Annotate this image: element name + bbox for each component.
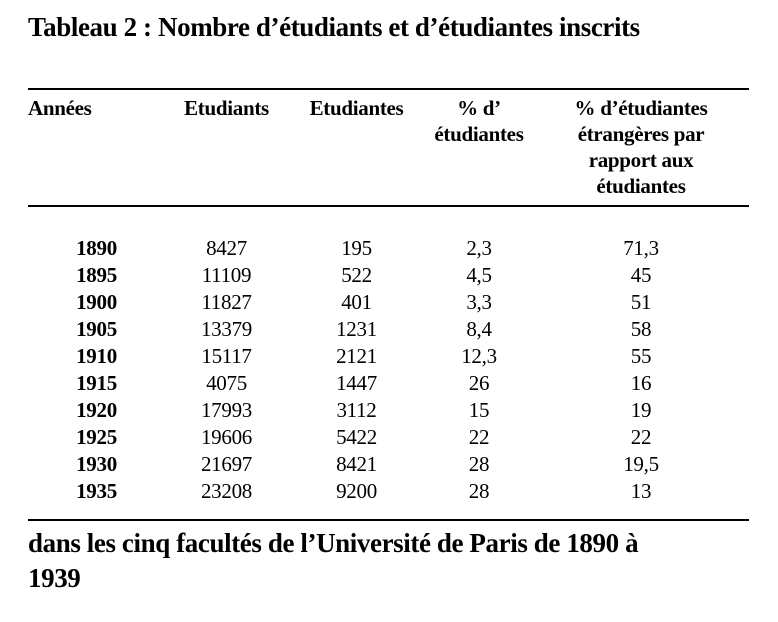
value-cell: 22 [468, 425, 490, 449]
year-cell: 1905 [76, 317, 117, 341]
value-cell: 3112 [336, 398, 377, 422]
year-cell: 1890 [76, 236, 117, 260]
value-cell: 12,3 [461, 344, 497, 368]
value-cell: 23208 [200, 479, 252, 503]
value-cell: 3,3 [466, 290, 492, 314]
column-header: Etudiants [184, 96, 269, 120]
column-header: % d’étudiantes étrangères par rapport au… [574, 96, 708, 198]
value-cell: 17993 [200, 398, 252, 422]
value-cell: 8427 [206, 236, 247, 260]
value-cell: 19 [630, 398, 652, 422]
value-cell: 401 [341, 290, 372, 314]
value-cell: 28 [468, 479, 490, 503]
value-cell: 9200 [336, 479, 377, 503]
year-cell: 1935 [76, 479, 117, 503]
table-row: 1900 11827 401 3,3 51 [28, 289, 749, 316]
table-body: 1890 8427 195 2,3 71,3 1895 11109 522 4,5 45 1900 1… [28, 207, 749, 519]
table-header-row: Années Etudiants Etudiantes % d’ étudiantes… [28, 90, 749, 207]
year-cell: 1915 [76, 371, 117, 395]
table-row: 1905 13379 1231 8,4 58 [28, 316, 749, 343]
table-row: 1915 4075 1447 26 16 [28, 370, 749, 397]
value-cell: 4075 [206, 371, 247, 395]
year-cell: 1910 [76, 344, 117, 368]
year-cell: 1925 [76, 425, 117, 449]
value-cell: 16 [630, 371, 652, 395]
value-cell: 4,5 [466, 263, 492, 287]
value-cell: 28 [468, 452, 490, 476]
value-cell: 21697 [200, 452, 252, 476]
column-header: Années [28, 96, 92, 120]
table-row: 1920 17993 3112 15 19 [28, 397, 749, 424]
value-cell: 26 [468, 371, 490, 395]
value-cell: 11827 [201, 290, 252, 314]
table-row: 1895 11109 522 4,5 45 [28, 262, 749, 289]
column-header: Etudiantes [309, 96, 404, 120]
value-cell: 195 [341, 236, 372, 260]
value-cell: 522 [341, 263, 372, 287]
value-cell: 2,3 [466, 236, 492, 260]
value-cell: 71,3 [623, 236, 659, 260]
value-cell: 5422 [336, 425, 377, 449]
value-cell: 15 [468, 398, 490, 422]
value-cell: 19606 [200, 425, 252, 449]
year-cell: 1930 [76, 452, 117, 476]
value-cell: 2121 [336, 344, 377, 368]
year-cell: 1900 [76, 290, 117, 314]
column-header: % d’ étudiantes [434, 96, 524, 146]
value-cell: 22 [630, 425, 652, 449]
table-caption: dans les cinq facultés de l’Université d… [28, 528, 639, 593]
value-cell: 51 [630, 290, 652, 314]
value-cell: 13 [630, 479, 652, 503]
value-cell: 58 [630, 317, 652, 341]
table-title: Tableau 2 : Nombre d’étudiants et d’étud… [28, 12, 640, 42]
value-cell: 45 [630, 263, 652, 287]
value-cell: 15117 [201, 344, 252, 368]
value-cell: 55 [630, 344, 652, 368]
table-row: 1930 21697 8421 28 19,5 [28, 451, 749, 478]
value-cell: 8,4 [466, 317, 492, 341]
table-row: 1890 8427 195 2,3 71,3 [28, 235, 749, 262]
data-table: Années Etudiants Etudiantes % d’ étudiantes… [28, 88, 749, 521]
value-cell: 19,5 [623, 452, 659, 476]
value-cell: 8421 [336, 452, 377, 476]
table-row: 1910 15117 2121 12,3 55 [28, 343, 749, 370]
value-cell: 11109 [201, 263, 252, 287]
table-row: 1925 19606 5422 22 22 [28, 424, 749, 451]
year-cell: 1895 [76, 263, 117, 287]
year-cell: 1920 [76, 398, 117, 422]
value-cell: 13379 [200, 317, 252, 341]
value-cell: 1447 [336, 371, 377, 395]
value-cell: 1231 [336, 317, 377, 341]
table-row: 1935 23208 9200 28 13 [28, 478, 749, 505]
